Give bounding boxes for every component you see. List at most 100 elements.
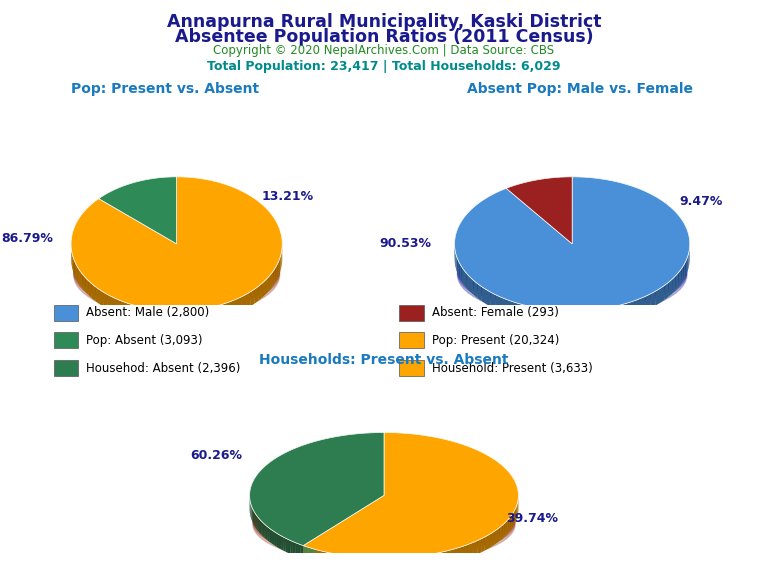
Polygon shape (455, 177, 690, 311)
Polygon shape (474, 281, 478, 298)
Polygon shape (688, 250, 689, 268)
Polygon shape (470, 277, 474, 295)
Polygon shape (515, 507, 516, 523)
Polygon shape (194, 309, 200, 324)
Polygon shape (664, 282, 668, 300)
Polygon shape (279, 257, 280, 275)
Polygon shape (211, 306, 217, 322)
Ellipse shape (458, 228, 687, 312)
Polygon shape (482, 286, 486, 304)
Ellipse shape (74, 225, 280, 309)
Ellipse shape (253, 480, 515, 559)
Polygon shape (254, 512, 256, 527)
Polygon shape (256, 514, 257, 529)
Polygon shape (354, 556, 359, 571)
Ellipse shape (74, 222, 280, 306)
Polygon shape (165, 310, 171, 325)
Polygon shape (303, 495, 384, 559)
Polygon shape (298, 544, 300, 558)
Polygon shape (511, 514, 512, 530)
Polygon shape (264, 524, 266, 539)
Polygon shape (590, 309, 597, 325)
Polygon shape (270, 528, 271, 543)
Polygon shape (684, 262, 686, 280)
Ellipse shape (74, 214, 280, 297)
Ellipse shape (74, 219, 280, 303)
Polygon shape (250, 433, 384, 545)
Polygon shape (509, 517, 511, 532)
Polygon shape (266, 525, 267, 540)
Polygon shape (121, 301, 127, 317)
Polygon shape (655, 289, 660, 306)
Polygon shape (491, 292, 495, 309)
Polygon shape (273, 267, 276, 285)
Polygon shape (462, 545, 466, 560)
Polygon shape (250, 289, 254, 306)
Polygon shape (444, 551, 449, 565)
Polygon shape (72, 253, 73, 271)
Polygon shape (303, 545, 307, 560)
Polygon shape (160, 310, 165, 325)
Polygon shape (488, 533, 492, 549)
Polygon shape (453, 548, 458, 563)
Polygon shape (286, 538, 288, 553)
Polygon shape (127, 303, 132, 319)
Polygon shape (99, 177, 177, 244)
Polygon shape (288, 539, 290, 554)
Polygon shape (148, 308, 154, 324)
Polygon shape (268, 274, 271, 292)
Polygon shape (91, 283, 95, 301)
Polygon shape (258, 283, 262, 301)
Polygon shape (616, 305, 622, 320)
Polygon shape (531, 306, 537, 323)
Polygon shape (456, 255, 458, 274)
Polygon shape (261, 521, 263, 536)
Polygon shape (88, 281, 91, 298)
Polygon shape (577, 310, 584, 325)
Polygon shape (99, 177, 177, 244)
Polygon shape (80, 271, 82, 289)
Polygon shape (132, 305, 137, 320)
Text: Househod: Absent (2,396): Househod: Absent (2,396) (86, 362, 240, 374)
Polygon shape (518, 304, 524, 320)
Polygon shape (171, 311, 177, 325)
Polygon shape (78, 267, 80, 286)
Polygon shape (516, 505, 517, 521)
Polygon shape (506, 177, 572, 244)
Polygon shape (279, 535, 281, 550)
Polygon shape (435, 552, 439, 567)
Polygon shape (280, 253, 281, 271)
Ellipse shape (458, 222, 687, 306)
Polygon shape (344, 555, 349, 570)
Ellipse shape (253, 483, 515, 562)
Polygon shape (232, 299, 237, 316)
Text: Absentee Population Ratios (2011 Census): Absentee Population Ratios (2011 Census) (174, 28, 594, 46)
Polygon shape (73, 257, 74, 275)
Polygon shape (103, 292, 108, 309)
Polygon shape (584, 310, 590, 325)
Polygon shape (506, 177, 572, 244)
Polygon shape (177, 311, 183, 325)
Polygon shape (200, 308, 206, 324)
Polygon shape (260, 520, 261, 535)
Polygon shape (271, 529, 273, 544)
Ellipse shape (458, 214, 687, 297)
Polygon shape (537, 308, 543, 323)
Polygon shape (85, 278, 88, 295)
Polygon shape (512, 301, 518, 318)
Polygon shape (206, 307, 211, 323)
Polygon shape (672, 276, 676, 294)
Polygon shape (390, 558, 395, 572)
Polygon shape (71, 177, 282, 311)
Polygon shape (283, 537, 286, 552)
Text: Annapurna Rural Municipality, Kaski District: Annapurna Rural Municipality, Kaski Dist… (167, 13, 601, 31)
Polygon shape (293, 541, 296, 556)
Polygon shape (379, 558, 385, 572)
Polygon shape (524, 305, 531, 321)
Polygon shape (482, 537, 485, 552)
Text: Household: Present (3,633): Household: Present (3,633) (432, 362, 592, 374)
Polygon shape (410, 556, 415, 571)
Polygon shape (250, 433, 384, 545)
Polygon shape (425, 554, 430, 569)
Ellipse shape (458, 217, 687, 300)
